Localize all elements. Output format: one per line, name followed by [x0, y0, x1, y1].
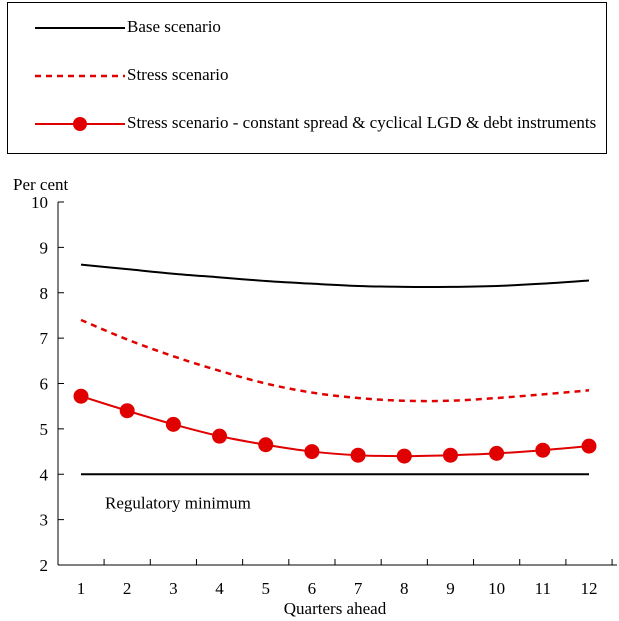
x-tick-label: 7: [354, 579, 363, 598]
legend: Base scenario Stress scenario Stress sce…: [7, 2, 607, 154]
x-tick-label: 9: [446, 579, 455, 598]
series-stress-constant-spread-point: [212, 428, 228, 444]
y-tick-label: 3: [40, 511, 49, 530]
y-tick-label: 2: [40, 556, 49, 575]
series-stress-constant-spread-point: [350, 447, 366, 463]
series-stress-constant-spread-point: [119, 403, 135, 419]
x-tick-label: 4: [215, 579, 224, 598]
x-tick-label: 2: [123, 579, 132, 598]
y-tick-label: 5: [40, 420, 49, 439]
x-tick-label: 1: [77, 579, 86, 598]
series-base-scenario-line: [80, 263, 590, 288]
legend-swatch-stress: [35, 74, 125, 78]
series-stress-constant-spread-point: [535, 442, 551, 458]
y-axis-label: Per cent: [13, 175, 69, 194]
legend-swatch-base: [35, 27, 125, 29]
series-stress-scenario-line: [80, 318, 590, 403]
y-tick-label: 4: [40, 465, 49, 484]
series-stress-constant-spread-point: [581, 438, 597, 454]
series-stress-constant-spread-point: [165, 416, 181, 432]
x-axis-label: Quarters ahead: [284, 599, 387, 618]
x-tick-label: 8: [400, 579, 409, 598]
legend-item-stress-constant: Stress scenario - constant spread & cycl…: [33, 113, 597, 135]
x-tick-label: 6: [308, 579, 317, 598]
y-tick-label: 7: [40, 329, 49, 348]
x-tick-label: 11: [535, 579, 551, 598]
legend-item-base: Base scenario: [33, 17, 597, 39]
x-tick-label: 3: [169, 579, 178, 598]
series-stress-constant-spread-point: [442, 447, 458, 463]
legend-label-base: Base scenario: [127, 17, 221, 36]
y-tick-label: 8: [40, 284, 49, 303]
series-stress-constant-spread-point: [396, 448, 412, 464]
y-tick-label: 6: [40, 375, 49, 394]
legend-item-stress: Stress scenario: [33, 65, 597, 87]
x-tick-label: 5: [261, 579, 270, 598]
series-stress-constant-spread-point: [258, 437, 274, 453]
y-tick-label: 10: [31, 193, 48, 212]
y-tick-label: 9: [40, 238, 49, 257]
series-stress-constant-spread-line: [80, 395, 590, 458]
series-stress-constant-spread-point: [304, 444, 320, 460]
regulatory-minimum-label: Regulatory minimum: [105, 493, 251, 512]
legend-label-stress: Stress scenario: [127, 65, 229, 84]
series-stress-constant-spread-point: [73, 388, 89, 404]
x-tick-label: 10: [488, 579, 505, 598]
legend-swatch-stress-constant: [35, 117, 125, 131]
x-tick-label: 12: [581, 579, 598, 598]
series-stress-constant-spread-point: [489, 445, 505, 461]
legend-label-stress-constant: Stress scenario - constant spread & cycl…: [127, 113, 597, 132]
